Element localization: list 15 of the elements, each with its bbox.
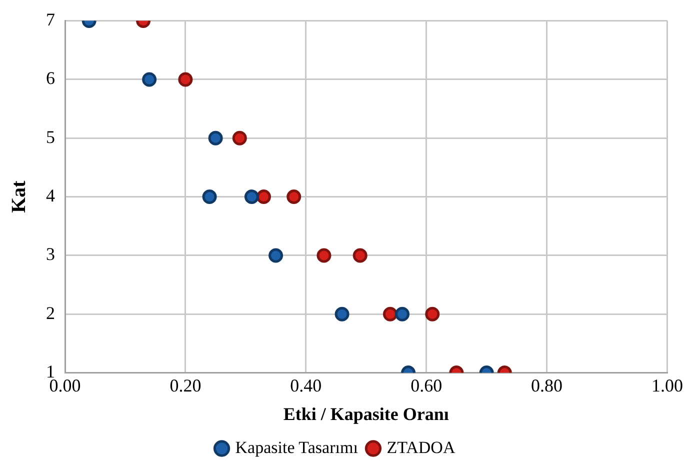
y-tick-label: 2 — [46, 302, 55, 323]
y-axis-title: Kat — [8, 180, 30, 213]
x-tick-label: 0.20 — [170, 375, 202, 396]
y-tick-label: 5 — [46, 126, 55, 147]
x-axis-title: Etki / Kapasite Oranı — [283, 404, 449, 424]
y-tick-label: 3 — [46, 244, 55, 264]
y-tick-label: 4 — [46, 186, 55, 206]
legend-label: ZTADOA — [386, 438, 456, 457]
y-tick-label: 7 — [46, 10, 55, 30]
legend-label: Kapasite Tasarımı — [235, 438, 358, 457]
x-tick-label: 0.80 — [531, 375, 563, 396]
x-tick-label: 1.00 — [652, 375, 683, 396]
y-tick-label: 6 — [46, 68, 55, 88]
x-tick-label: 0.40 — [290, 375, 322, 396]
x-tick-label: 0.60 — [410, 375, 442, 396]
